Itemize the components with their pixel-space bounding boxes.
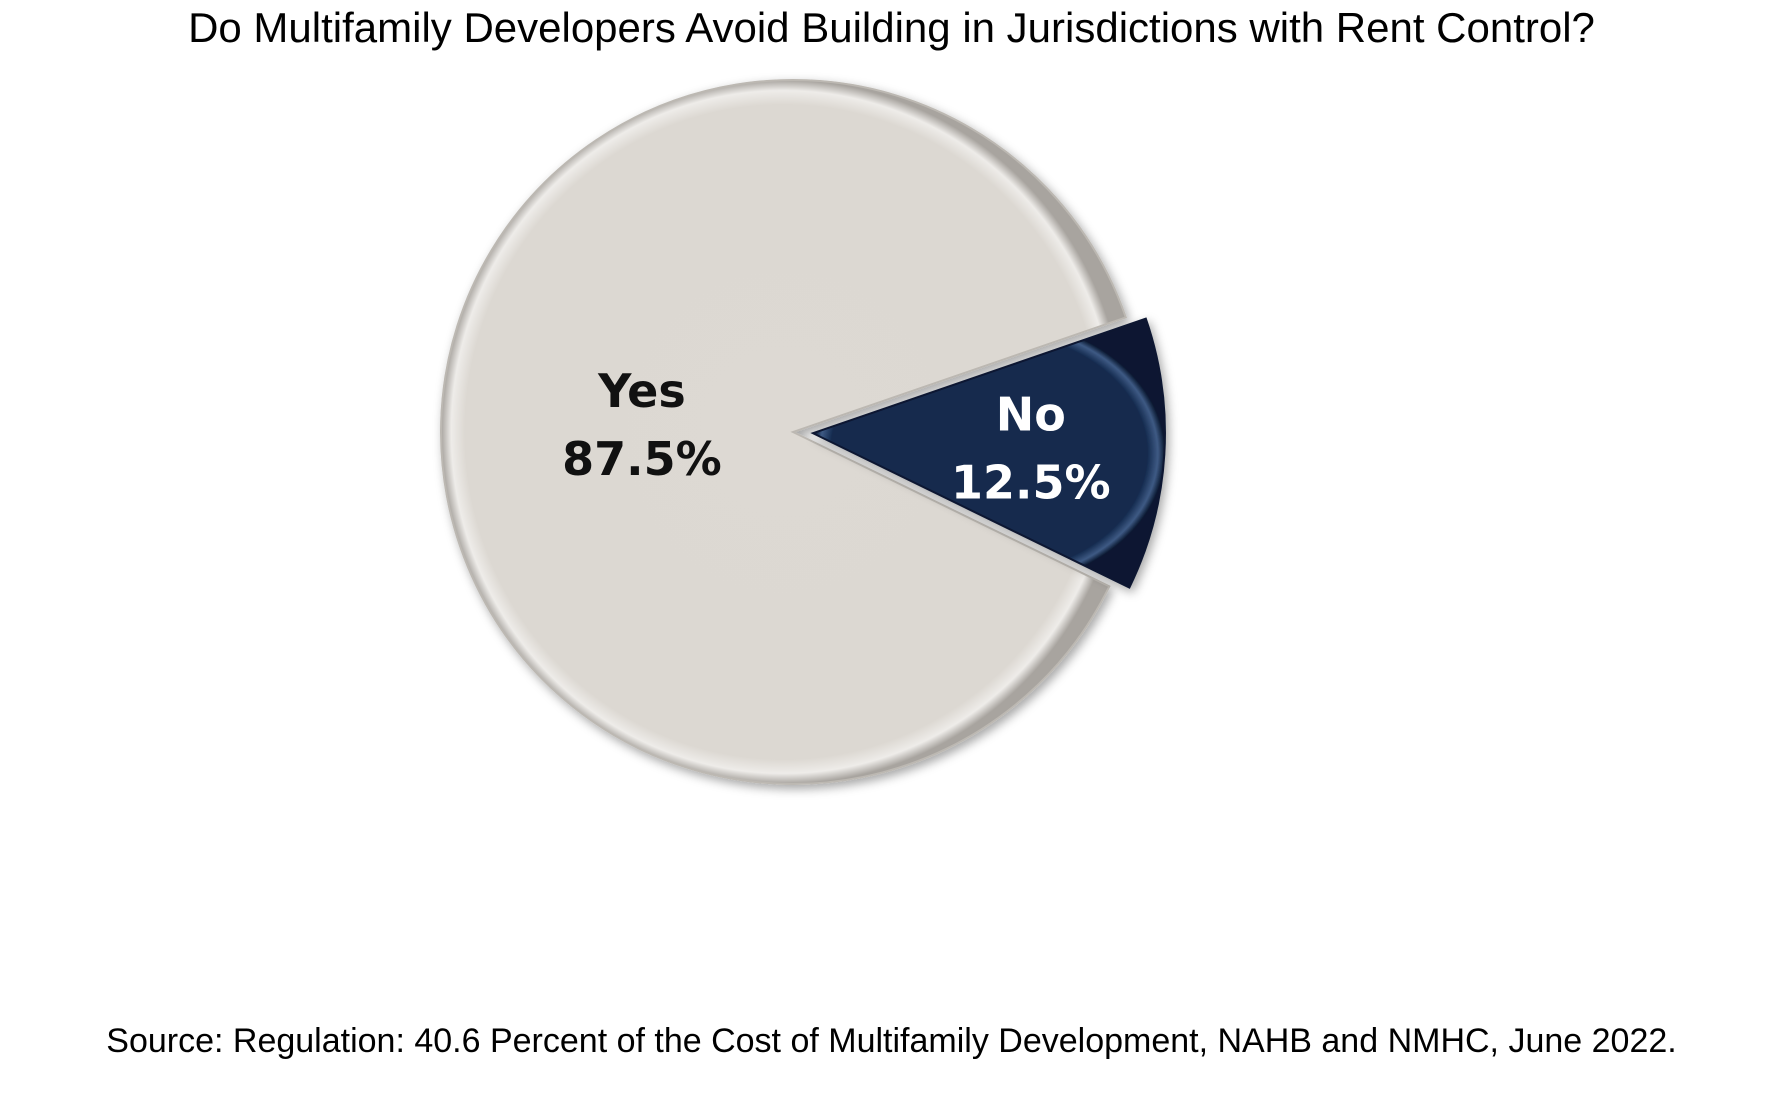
slice-label-no: No bbox=[996, 388, 1066, 442]
pie-slices bbox=[440, 79, 1166, 785]
slice-value-no: 12.5% bbox=[951, 456, 1111, 510]
slice-label-yes: Yes bbox=[597, 364, 686, 418]
slice-value-yes: 87.5% bbox=[562, 432, 722, 486]
pie-slice-yes bbox=[440, 79, 1128, 785]
source-note: Source: Regulation: 40.6 Percent of the … bbox=[106, 1022, 1677, 1060]
chart-title: Do Multifamily Developers Avoid Building… bbox=[188, 4, 1595, 51]
pie-slice-no bbox=[810, 317, 1166, 589]
pie-labels: Yes 87.5% No 12.5% bbox=[562, 364, 1110, 510]
